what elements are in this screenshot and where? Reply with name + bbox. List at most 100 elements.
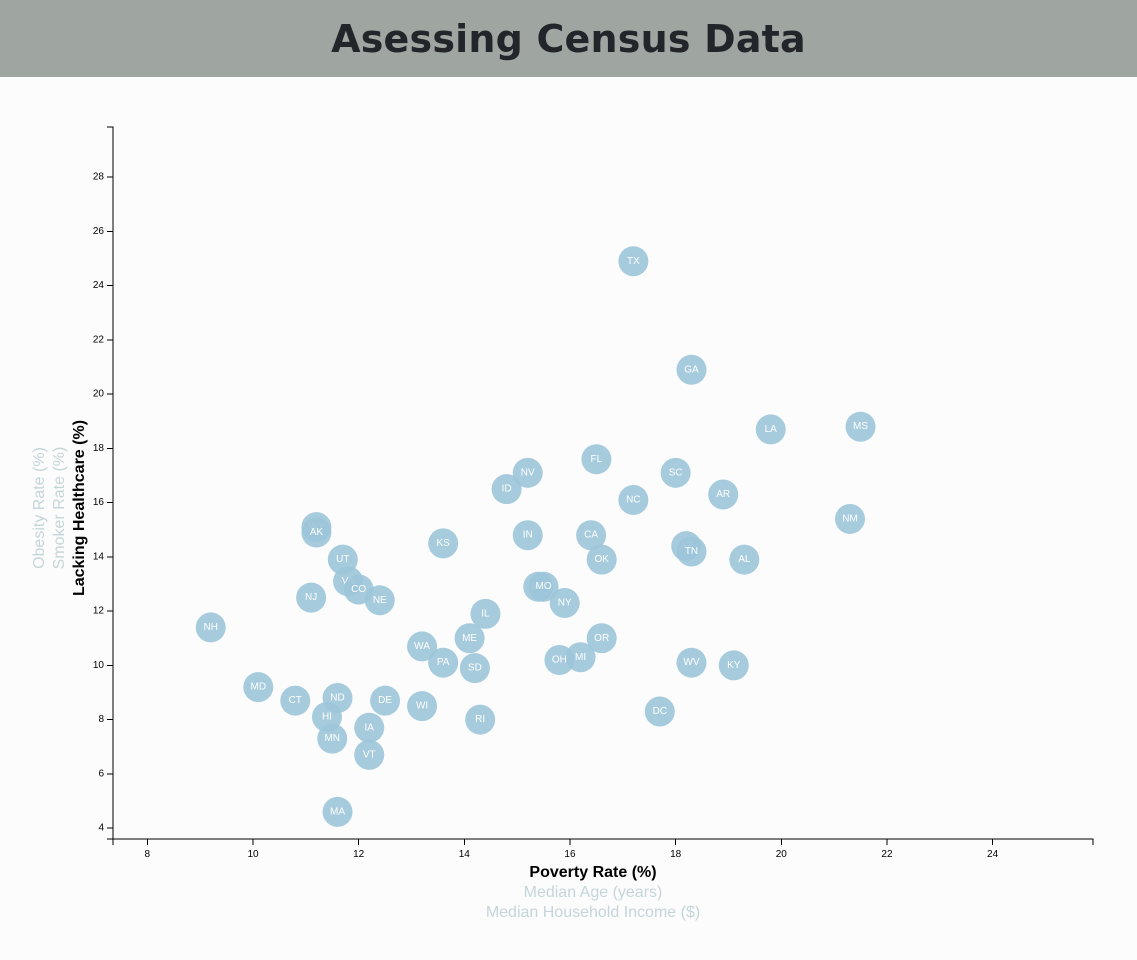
y-axis-option-label[interactable]: Smoker Rate (%) xyxy=(51,447,68,570)
state-point[interactable]: AR xyxy=(708,479,739,510)
state-point[interactable]: MN xyxy=(317,723,348,754)
state-marker[interactable] xyxy=(491,474,522,505)
state-marker[interactable] xyxy=(512,520,543,551)
state-marker[interactable] xyxy=(676,354,707,385)
state-marker[interactable] xyxy=(364,585,395,616)
state-point[interactable]: AK xyxy=(301,517,332,548)
state-point[interactable]: SD xyxy=(459,653,490,684)
state-marker[interactable] xyxy=(718,650,749,681)
state-point[interactable]: MA xyxy=(322,796,353,827)
state-marker[interactable] xyxy=(708,479,739,510)
state-label: ND xyxy=(330,692,344,703)
state-point[interactable]: OR xyxy=(586,623,617,654)
state-point[interactable]: NJ xyxy=(296,582,327,613)
state-marker[interactable] xyxy=(676,536,707,567)
state-marker[interactable] xyxy=(322,796,353,827)
state-point[interactable]: NM xyxy=(834,503,865,534)
state-marker[interactable] xyxy=(676,647,707,678)
state-marker[interactable] xyxy=(470,598,501,629)
state-marker[interactable] xyxy=(618,246,649,277)
state-marker[interactable] xyxy=(512,457,543,488)
state-marker[interactable] xyxy=(459,653,490,684)
state-point[interactable]: MS xyxy=(845,411,876,442)
state-point[interactable]: DC xyxy=(644,696,675,727)
state-marker[interactable] xyxy=(407,691,438,722)
state-marker[interactable] xyxy=(296,582,327,613)
state-label: GA xyxy=(684,364,699,375)
state-point[interactable]: CA xyxy=(576,520,607,551)
y-axis-option-label[interactable]: Obesity Rate (%) xyxy=(31,447,48,569)
state-point[interactable]: LA xyxy=(755,414,786,445)
state-point[interactable]: IL xyxy=(470,598,501,629)
state-point[interactable]: MD xyxy=(243,672,274,703)
state-marker[interactable] xyxy=(243,672,274,703)
state-point[interactable]: CT xyxy=(280,685,311,716)
state-point[interactable]: TN xyxy=(676,536,707,567)
state-marker[interactable] xyxy=(280,685,311,716)
state-point[interactable]: OK xyxy=(586,544,617,575)
state-marker[interactable] xyxy=(834,503,865,534)
state-label: DE xyxy=(378,695,392,706)
state-marker[interactable] xyxy=(586,623,617,654)
state-marker[interactable] xyxy=(755,414,786,445)
x-axis-option-label[interactable]: Median Age (years) xyxy=(524,884,663,901)
state-point[interactable]: GA xyxy=(676,354,707,385)
state-point[interactable]: NE xyxy=(364,585,395,616)
state-marker[interactable] xyxy=(317,723,348,754)
state-marker[interactable] xyxy=(301,517,332,548)
state-label: NV xyxy=(521,467,535,478)
state-marker[interactable] xyxy=(544,644,575,675)
state-point[interactable]: NV xyxy=(512,457,543,488)
state-point[interactable]: WA xyxy=(407,631,438,662)
state-point[interactable]: WV xyxy=(676,647,707,678)
y-axis-option-label[interactable]: Lacking Healthcare (%) xyxy=(71,420,88,596)
state-point[interactable]: NC xyxy=(618,484,649,515)
state-point[interactable]: KS xyxy=(428,528,459,559)
state-point[interactable]: VT xyxy=(354,739,385,770)
state-label: MS xyxy=(853,421,868,432)
state-label: SC xyxy=(669,467,683,478)
state-point[interactable]: SC xyxy=(660,457,691,488)
state-marker[interactable] xyxy=(370,685,401,716)
x-axis-option-label[interactable]: Poverty Rate (%) xyxy=(529,864,656,881)
state-point[interactable]: KY xyxy=(718,650,749,681)
state-point[interactable]: PA xyxy=(428,647,459,678)
state-point[interactable]: FL xyxy=(581,444,612,475)
state-marker[interactable] xyxy=(528,571,559,602)
state-marker[interactable] xyxy=(581,444,612,475)
state-point[interactable]: TX xyxy=(618,246,649,277)
state-point[interactable]: ID xyxy=(491,474,522,505)
state-point[interactable]: DE xyxy=(370,685,401,716)
state-marker[interactable] xyxy=(644,696,675,727)
state-point[interactable]: IN xyxy=(512,520,543,551)
state-point[interactable]: IA xyxy=(354,712,385,743)
state-point[interactable]: MO xyxy=(528,571,559,602)
state-marker[interactable] xyxy=(428,647,459,678)
x-axis-option-label[interactable]: Median Household Income ($) xyxy=(486,904,700,921)
state-point[interactable]: NH xyxy=(195,612,226,643)
state-marker[interactable] xyxy=(428,528,459,559)
state-marker[interactable] xyxy=(660,457,691,488)
state-marker[interactable] xyxy=(407,631,438,662)
state-marker[interactable] xyxy=(354,712,385,743)
state-label: MN xyxy=(324,733,340,744)
state-point[interactable]: ME xyxy=(454,623,485,654)
state-marker[interactable] xyxy=(586,544,617,575)
state-point[interactable]: OH xyxy=(544,644,575,675)
state-marker[interactable] xyxy=(195,612,226,643)
state-label: IL xyxy=(481,608,490,619)
state-marker[interactable] xyxy=(576,520,607,551)
state-marker[interactable] xyxy=(454,623,485,654)
state-marker[interactable] xyxy=(845,411,876,442)
state-point[interactable]: RI xyxy=(465,704,496,735)
state-marker[interactable] xyxy=(618,484,649,515)
state-marker[interactable] xyxy=(465,704,496,735)
state-point[interactable]: NY xyxy=(549,588,580,619)
state-point[interactable]: WI xyxy=(407,691,438,722)
state-marker[interactable] xyxy=(549,588,580,619)
state-label: IN xyxy=(523,530,533,541)
state-point[interactable]: AL xyxy=(729,544,760,575)
state-label: DC xyxy=(653,706,667,717)
state-marker[interactable] xyxy=(729,544,760,575)
state-marker[interactable] xyxy=(354,739,385,770)
